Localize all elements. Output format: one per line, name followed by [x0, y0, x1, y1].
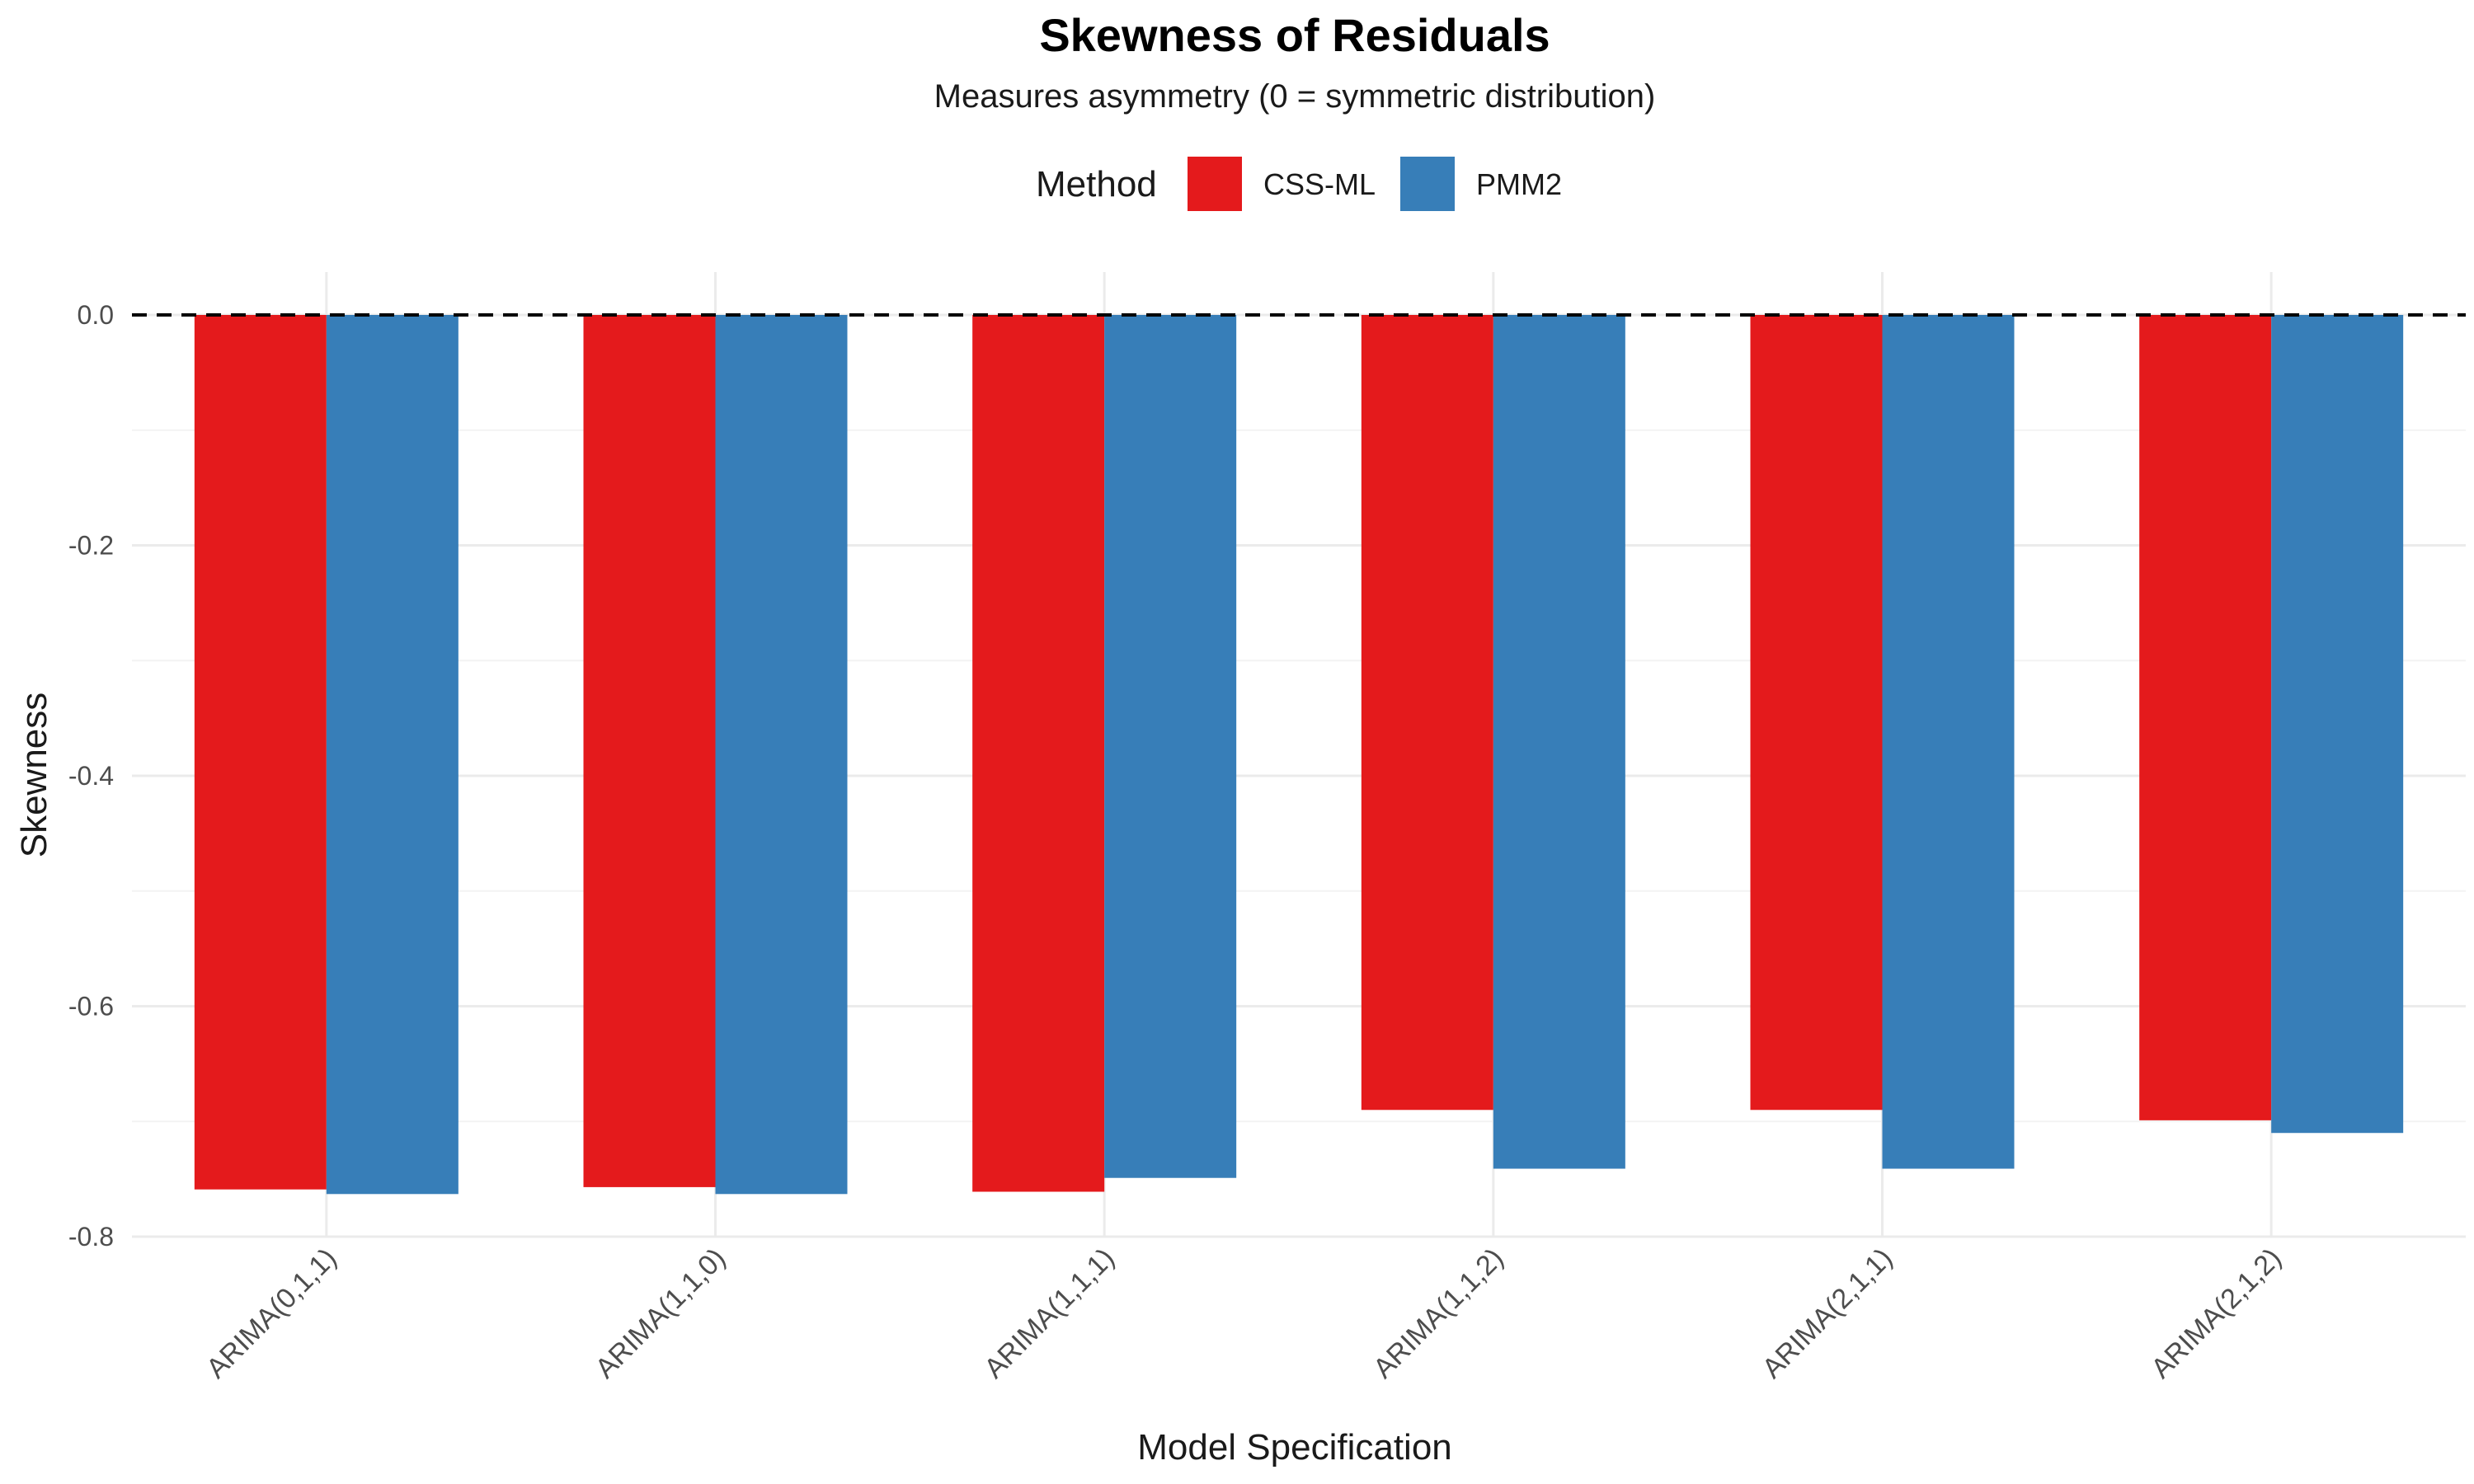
legend-label: CSS-ML	[1263, 167, 1376, 201]
y-tick-label: -0.4	[68, 761, 114, 791]
x-tick-label: ARIMA(1,1,1)	[978, 1242, 1121, 1385]
bar-pmm2	[715, 315, 848, 1195]
bar-css-ml	[972, 315, 1105, 1192]
y-axis-title: Skewness	[14, 693, 54, 858]
grid-minor	[132, 429, 2466, 1123]
bar-pmm2	[2271, 315, 2404, 1134]
chart-title: Skewness of Residuals	[1039, 9, 1550, 61]
bar-css-ml	[1750, 315, 1883, 1111]
legend-title: Method	[1036, 164, 1157, 204]
bar-pmm2	[326, 315, 459, 1195]
bar-css-ml	[583, 315, 716, 1187]
bar-pmm2	[1493, 315, 1625, 1169]
y-tick-label: -0.2	[68, 531, 114, 561]
y-tick-label: -0.8	[68, 1222, 114, 1252]
x-tick-label: ARIMA(2,1,2)	[2145, 1242, 2288, 1385]
bar-css-ml	[194, 315, 327, 1190]
bars	[194, 315, 2404, 1195]
legend-swatch	[1188, 157, 1242, 211]
bar-css-ml	[2139, 315, 2272, 1120]
y-tick-label: 0.0	[78, 300, 114, 330]
chart-subtitle: Measures asymmetry (0 = symmetric distri…	[934, 78, 1656, 115]
bar-pmm2	[1882, 315, 2015, 1169]
x-tick-label: ARIMA(1,1,0)	[590, 1242, 732, 1385]
x-axis-title: Model Specification	[1137, 1427, 1452, 1468]
grid-major	[132, 272, 2466, 1238]
y-tick-label: -0.6	[68, 992, 114, 1021]
y-axis-ticks: 0.0 -0.2 -0.4 -0.6 -0.8	[68, 300, 114, 1252]
x-axis-ticks: ARIMA(0,1,1) ARIMA(1,1,0) ARIMA(1,1,1) ARIM…	[200, 1242, 2288, 1385]
legend-label: PMM2	[1476, 167, 1562, 201]
x-tick-label: ARIMA(1,1,2)	[1367, 1242, 1510, 1385]
x-tick-label: ARIMA(2,1,1)	[1757, 1242, 1899, 1385]
legend-swatch	[1400, 157, 1455, 211]
x-tick-label: ARIMA(0,1,1)	[200, 1242, 343, 1385]
bar-css-ml	[1361, 315, 1493, 1111]
bar-pmm2	[1104, 315, 1237, 1178]
legend: Method CSS-ML PMM2	[1036, 157, 1562, 211]
